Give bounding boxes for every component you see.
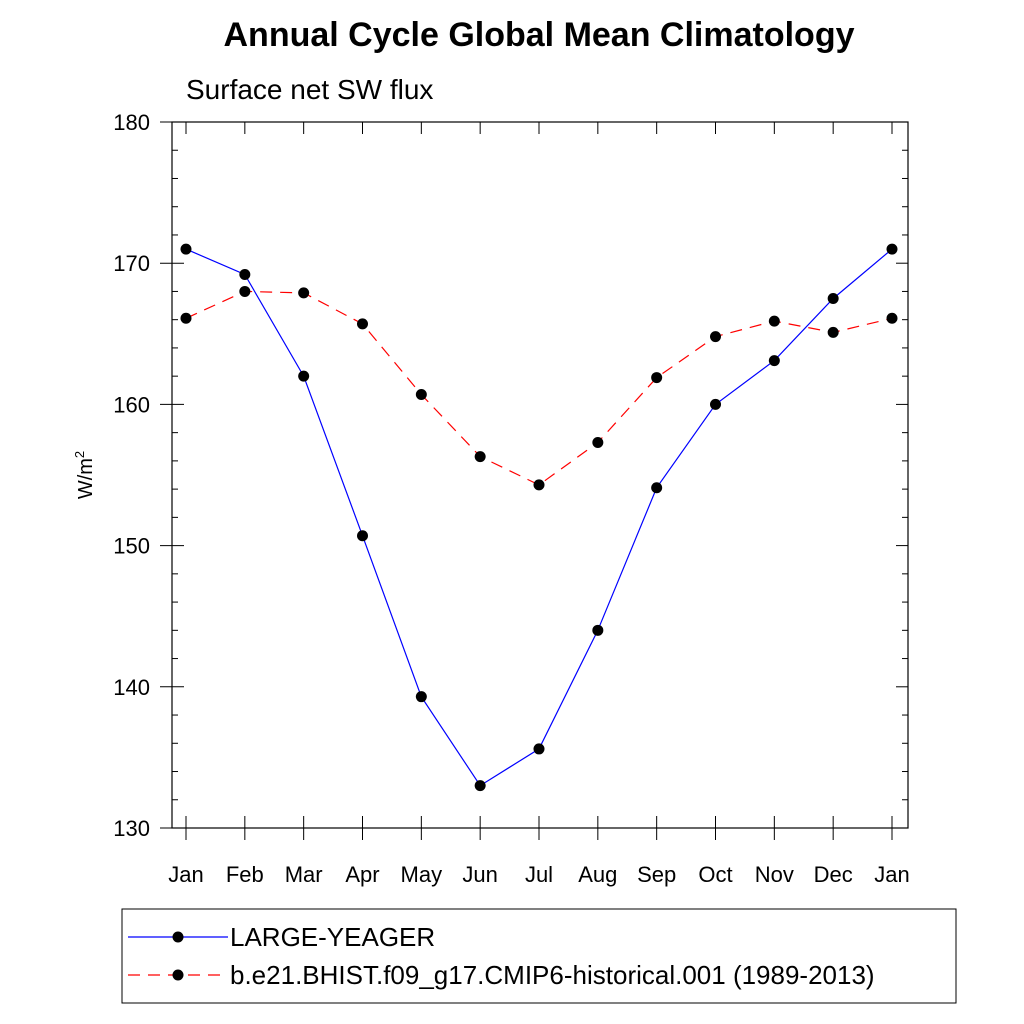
series-line	[185, 248, 893, 787]
x-tick-label: Jun	[462, 862, 497, 887]
plot-frame	[171, 121, 909, 829]
data-point	[886, 243, 898, 255]
y-tick-label: 140	[113, 675, 150, 700]
data-point	[651, 372, 663, 384]
axis-ticks	[160, 121, 908, 840]
chart-subtitle: Surface net SW flux	[186, 74, 433, 105]
data-point	[180, 243, 192, 255]
legend: LARGE-YEAGER b.e21.BHIST.f09_g17.CMIP6-hi…	[121, 908, 957, 1004]
y-tick-label: 130	[113, 816, 150, 841]
data-point	[592, 437, 604, 449]
y-axis-label: W/m2	[72, 451, 97, 499]
data-point	[415, 389, 427, 401]
x-tick-label: Feb	[226, 862, 264, 887]
data-point	[768, 355, 780, 367]
data-point	[710, 331, 721, 343]
x-tick-label: Jul	[525, 862, 553, 887]
x-tick-label: May	[401, 862, 443, 887]
data-point	[357, 318, 368, 330]
legend-label: b.e21.BHIST.f09_g17.CMIP6-historical.001…	[230, 960, 875, 990]
legend-items: LARGE-YEAGER b.e21.BHIST.f09_g17.CMIP6-hi…	[128, 922, 875, 990]
data-point	[239, 268, 251, 280]
legend-label: LARGE-YEAGER	[230, 922, 435, 952]
y-tick-label: 180	[113, 110, 150, 135]
data-point	[415, 691, 427, 703]
x-tick-label: Sep	[637, 862, 676, 887]
y-tick-label: 160	[113, 392, 150, 417]
legend-marker	[172, 969, 184, 981]
x-tick-label: Oct	[698, 862, 732, 887]
x-axis-tick-labels: Jan Feb Mar Apr May Jun Jul Aug Sep Oct Nov Dec Jan	[168, 862, 909, 887]
y-tick-label: 170	[113, 251, 150, 276]
x-tick-label: Apr	[345, 862, 379, 887]
y-axis-label-exponent: 2	[72, 451, 87, 458]
data-point	[710, 398, 721, 410]
data-point	[298, 370, 310, 382]
legend-marker	[172, 931, 184, 943]
series-layer	[180, 243, 898, 792]
x-tick-label: Aug	[578, 862, 617, 887]
data-point	[239, 285, 251, 297]
y-tick-label: 150	[113, 534, 150, 559]
x-tick-label: Dec	[814, 862, 853, 887]
x-tick-label: Jan	[168, 862, 203, 887]
legend-item: LARGE-YEAGER	[128, 922, 435, 952]
data-point	[180, 312, 192, 324]
data-point	[827, 326, 839, 338]
data-point	[533, 743, 545, 755]
data-point	[886, 312, 898, 324]
series-1	[180, 243, 898, 792]
x-tick-label: Mar	[285, 862, 323, 887]
y-axis-label-unit: W/m	[75, 458, 97, 499]
x-tick-label: Jan	[874, 862, 909, 887]
legend-box	[121, 908, 957, 1004]
data-point	[827, 293, 839, 304]
data-point	[474, 780, 486, 792]
series-line	[185, 290, 893, 486]
x-tick-label: Nov	[755, 862, 794, 887]
data-point	[298, 287, 310, 299]
data-point	[592, 624, 604, 636]
legend-item: b.e21.BHIST.f09_g17.CMIP6-historical.001…	[128, 960, 875, 990]
chart-title: Annual Cycle Global Mean Climatology	[224, 16, 855, 54]
data-point	[651, 482, 663, 494]
data-point	[474, 451, 486, 463]
data-point	[768, 315, 780, 327]
data-point	[357, 530, 368, 542]
y-axis-tick-labels: 130 140 150 160 170 180	[113, 110, 150, 841]
data-point	[533, 479, 545, 491]
series-2	[180, 285, 898, 491]
